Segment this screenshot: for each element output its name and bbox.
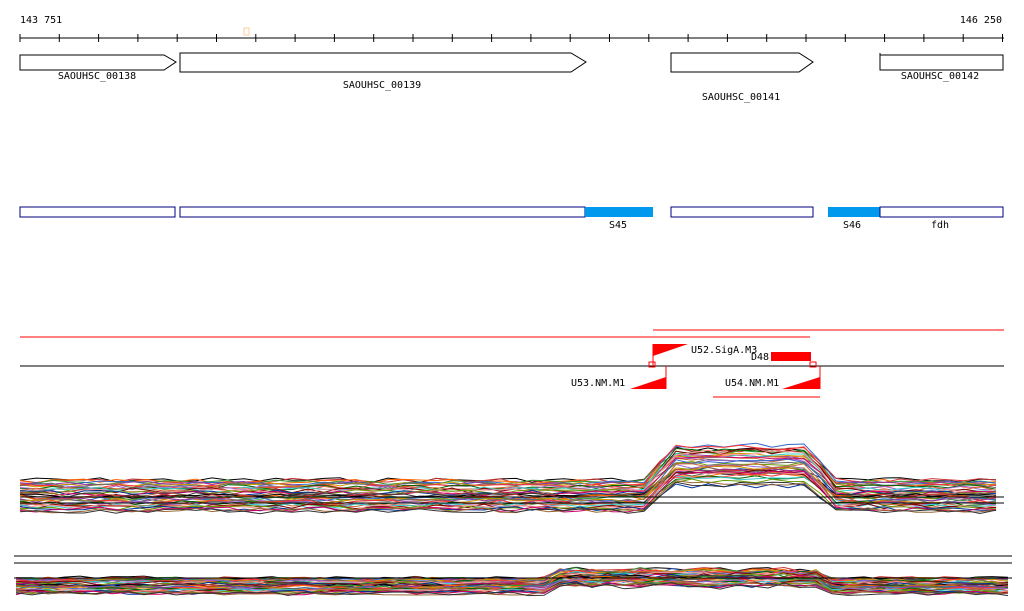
segment-s45[interactable]: S45 (585, 207, 653, 231)
gene-arrow[interactable] (179, 52, 587, 73)
feature-label: U54.NM.M1 (725, 378, 779, 389)
segment-box[interactable] (879, 206, 1004, 218)
expression-line (15, 581, 1009, 596)
gene-label: SAOUHSC_00139 (343, 80, 421, 91)
feature-label: U53.NM.M1 (571, 378, 625, 389)
expression-line (19, 447, 997, 484)
segment-label: S46 (843, 220, 861, 231)
segment-highlight[interactable] (828, 207, 880, 217)
expression-line (19, 456, 997, 497)
segment-label: S45 (609, 220, 627, 231)
expression-line (19, 446, 997, 483)
feature-u54[interactable]: U54.NM.M1 (713, 366, 821, 398)
gene-arrow[interactable] (670, 52, 814, 73)
start-coordinate: 143 751 (20, 15, 62, 26)
position-marker (243, 27, 250, 36)
feature-marker[interactable] (653, 344, 688, 356)
segment-box[interactable] (670, 206, 814, 218)
end-coordinate: 146 250 (960, 15, 1002, 26)
expression-line (19, 481, 997, 515)
feature-tick-box (648, 361, 656, 368)
segment-box[interactable] (179, 206, 586, 218)
segment-fdh[interactable]: fdh (879, 206, 1004, 231)
feature-u53[interactable]: U53.NM.M1 (571, 361, 667, 389)
feature-label: U52.SigA.M3 (691, 345, 757, 356)
segment-track: S45 S46 fdh (19, 206, 1004, 231)
expression-line (15, 582, 1009, 597)
gene-label: SAOUHSC_00138 (58, 71, 136, 82)
expression-line (19, 475, 997, 507)
expression-track-2 (14, 555, 1012, 597)
gene-label: SAOUHSC_00141 (702, 92, 780, 103)
coordinate-axis: 143 751 146 250 (19, 15, 1004, 42)
expression-line (15, 582, 1009, 596)
segment-highlight[interactable] (585, 207, 653, 217)
feature-d48[interactable]: D48 (751, 352, 817, 368)
feature-tick-box (809, 361, 817, 368)
segment-label: fdh (931, 220, 949, 231)
expression-line (19, 456, 997, 492)
gene-box[interactable] (879, 54, 1004, 71)
feature-marker[interactable] (782, 377, 820, 389)
gene-saouhsc-00142[interactable]: SAOUHSC_00142 (879, 53, 1004, 82)
gene-saouhsc-00138[interactable]: SAOUHSC_00138 (19, 54, 177, 82)
segment-box[interactable] (19, 206, 176, 218)
expression-track-1 (19, 442, 1004, 515)
gene-saouhsc-00139[interactable]: SAOUHSC_00139 (179, 52, 587, 91)
expression-line (19, 452, 997, 488)
feature-marker[interactable] (771, 352, 811, 361)
gene-track: SAOUHSC_00138 SAOUHSC_00139 SAOUHSC_0014… (19, 52, 1004, 103)
feature-u52[interactable]: U52.SigA.M3 (652, 344, 757, 366)
segment-s46[interactable]: S46 (828, 207, 880, 231)
gene-label: SAOUHSC_00142 (901, 71, 979, 82)
gene-arrow[interactable] (19, 54, 177, 71)
feature-label: D48 (751, 352, 769, 363)
feature-marker[interactable] (630, 377, 666, 389)
gene-saouhsc-00141[interactable]: SAOUHSC_00141 (670, 52, 814, 103)
feature-track: U52.SigA.M3 D48 U53.NM.M1 U54.NM.M1 (20, 329, 1004, 398)
axis-ticks (19, 34, 1003, 42)
